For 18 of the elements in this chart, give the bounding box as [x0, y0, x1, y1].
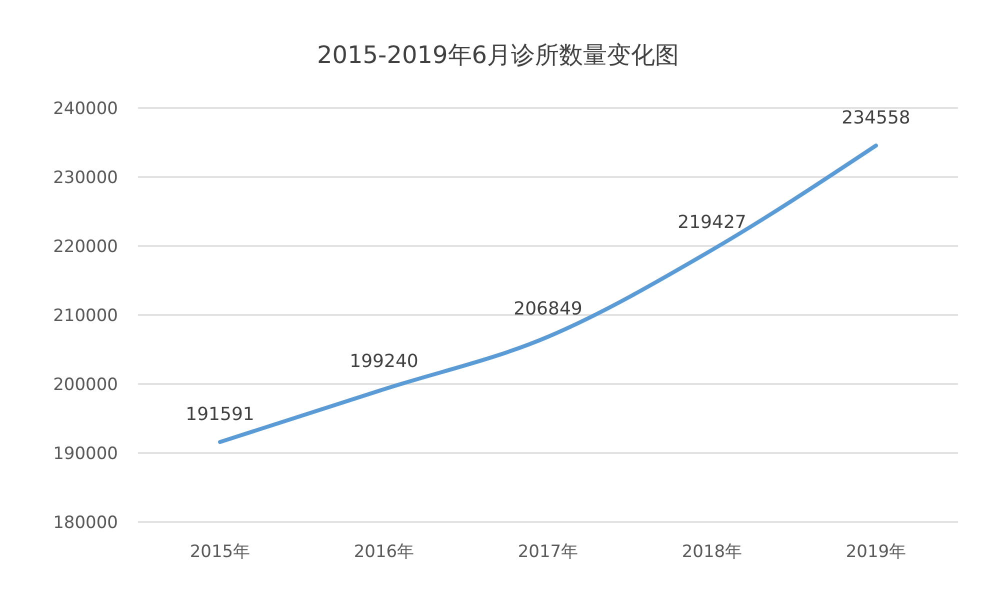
x-tick-label: 2015年 — [190, 542, 250, 562]
y-tick-label: 190000 — [53, 444, 118, 464]
data-label: 219427 — [678, 212, 746, 233]
x-tick-label: 2017年 — [518, 542, 578, 562]
x-tick-label: 2018年 — [682, 542, 742, 562]
data-label: 206849 — [514, 298, 582, 320]
y-tick-label: 200000 — [53, 374, 118, 395]
x-tick-label: 2019年 — [846, 542, 906, 562]
y-tick-label: 230000 — [53, 168, 118, 188]
data-label: 199240 — [350, 351, 418, 372]
y-tick-label: 210000 — [53, 306, 118, 326]
data-label: 234558 — [842, 108, 910, 129]
data-label: 191591 — [186, 404, 254, 426]
y-tick-label: 240000 — [53, 98, 118, 119]
chart-title: 2015-2019年6月诊所数量变化图 — [316, 41, 680, 69]
y-tick-label: 220000 — [53, 236, 118, 257]
y-tick-label: 180000 — [53, 512, 118, 533]
x-tick-label: 2016年 — [354, 542, 414, 562]
